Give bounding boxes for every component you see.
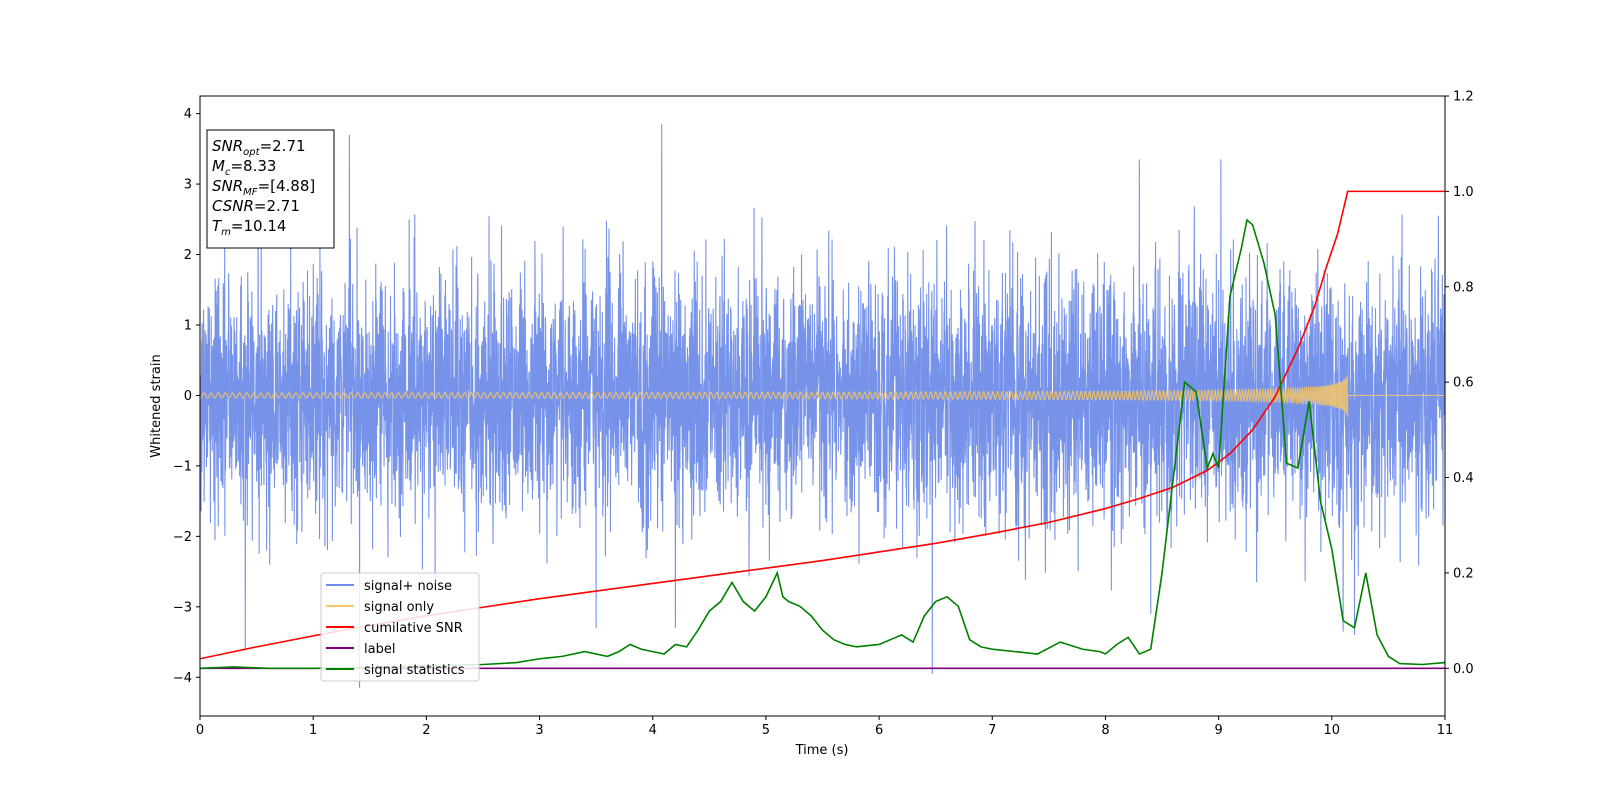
y2-tick-label: 0.8 — [1453, 280, 1474, 295]
legend-label: cumilative SNR — [364, 621, 463, 636]
y2-tick-label: 0.2 — [1453, 566, 1474, 581]
series-signal-noise — [200, 124, 1445, 688]
x-tick-label: 4 — [649, 723, 657, 738]
annotation-line: Mc=8.33 — [212, 157, 276, 178]
y-axis-label: Whitened strain — [149, 354, 164, 457]
x-tick-label: 6 — [875, 723, 883, 738]
legend-label: label — [364, 642, 395, 657]
legend: signal+ noise signal only cumilative SNR la… — [320, 572, 480, 682]
y-tick-label: 4 — [184, 107, 192, 122]
series-signal-only — [200, 375, 1445, 417]
x-tick-label: 9 — [1214, 723, 1222, 738]
x-tick-label: 3 — [535, 723, 543, 738]
legend-frame — [320, 572, 480, 682]
x-tick-label: 0 — [196, 723, 204, 738]
y-tick-label: 3 — [184, 178, 192, 193]
x-axis-label: Time (s) — [795, 743, 849, 758]
x-tick-label: 10 — [1324, 723, 1341, 738]
annotation-line: SNRMF=[4.88] — [212, 177, 315, 198]
y-tick-label: −4 — [173, 671, 192, 686]
y2-tick-label: 0.6 — [1453, 376, 1474, 391]
y-tick-label: 2 — [184, 248, 192, 263]
y2-tick-label: 1.2 — [1453, 90, 1474, 105]
y-tick-label: 0 — [184, 389, 192, 404]
legend-label: signal statistics — [364, 663, 465, 678]
y2-tick-label: 1.0 — [1453, 185, 1474, 200]
y2-tick-label: 0.4 — [1453, 471, 1474, 486]
legend-label: signal only — [364, 600, 434, 615]
y-tick-label: −3 — [173, 600, 192, 615]
y-tick-label: 1 — [184, 318, 192, 333]
series-cumilative-snr — [200, 190, 1445, 660]
x-tick-label: 8 — [1101, 723, 1109, 738]
x-tick-label: 7 — [988, 723, 996, 738]
y2-tick-label: 0.0 — [1453, 662, 1474, 677]
annotation-frame — [206, 129, 335, 249]
x-tick-label: 1 — [309, 723, 317, 738]
axis-ticks: 0 1 2 3 4 5 6 7 8 9 10 11 −4 −3 −2 −1 0 1 2 3 4 0.0 0.2 0.4 0.6 0… — [173, 90, 1474, 739]
x-tick-label: 5 — [762, 723, 770, 738]
legend-label: signal+ noise — [364, 579, 452, 594]
axes-frame — [199, 95, 1446, 717]
annotation-line: CSNR=2.71 — [212, 197, 300, 215]
annotation-line: Tm=10.14 — [212, 217, 286, 238]
y-tick-label: −1 — [173, 459, 192, 474]
y-tick-label: −2 — [173, 530, 192, 545]
series-signal-statistics — [200, 218, 1445, 670]
x-tick-label: 2 — [422, 723, 430, 738]
annotation-line: SNRopt=2.71 — [212, 137, 306, 158]
x-tick-label: 11 — [1437, 723, 1454, 738]
